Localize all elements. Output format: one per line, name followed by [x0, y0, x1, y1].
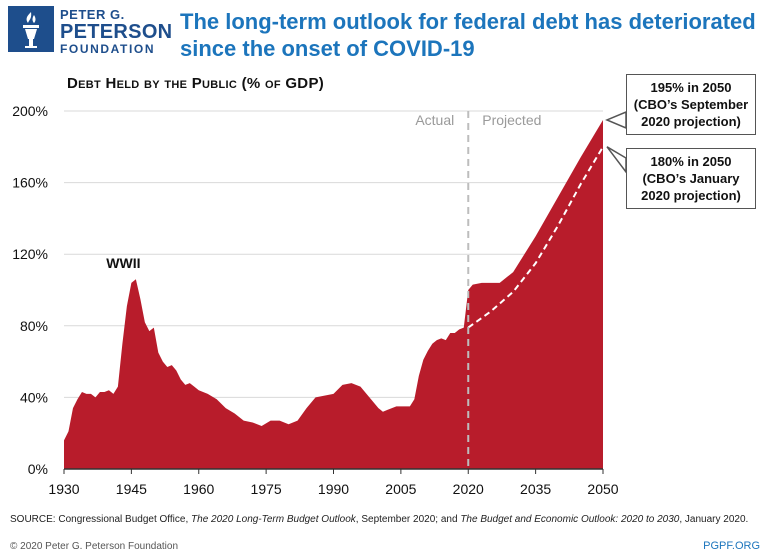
x-tick-label: 1945 [116, 481, 147, 497]
y-tick-label: 40% [20, 389, 48, 405]
x-tick-label: 2035 [520, 481, 551, 497]
site-link[interactable]: PGPF.ORG [703, 540, 760, 552]
callout-january-line1: 180% in 2050 [650, 154, 732, 169]
y-tick-label: 80% [20, 318, 48, 334]
x-tick-label: 2050 [587, 481, 618, 497]
wwii-annotation: WWII [106, 255, 140, 271]
source-note: SOURCE: Congressional Budget Office, The… [10, 514, 760, 526]
x-tick-label: 1960 [183, 481, 214, 497]
headline: The long-term outlook for federal debt h… [180, 9, 756, 61]
x-tick-label: 1990 [318, 481, 349, 497]
copyright: © 2020 Peter G. Peterson Foundation [10, 541, 179, 552]
pgpf-logo: PETER G. PETERSON FOUNDATION [8, 6, 172, 55]
torch-logo-icon [8, 6, 54, 52]
callout-pointer-september [605, 110, 627, 130]
source-title-b: The Budget and Economic Outlook: 2020 to… [460, 514, 680, 525]
logo-wordmark: PETER G. PETERSON FOUNDATION [60, 8, 172, 55]
y-tick-label: 0% [28, 461, 48, 477]
debt-chart: Actual Projected WWII 0% 40% 80% 120% 160% 200%… [12, 103, 627, 497]
callout-september: 195% in 2050 (CBO’s September 2020 proje… [626, 74, 756, 135]
callout-pointer-january [606, 146, 627, 175]
x-tick-label: 1930 [48, 481, 79, 497]
source-text-c: , January 2020. [679, 514, 749, 525]
y-tick-label: 120% [12, 246, 48, 262]
series-area-september-2020 [64, 119, 603, 469]
callout-september-line1: 195% in 2050 [650, 80, 732, 95]
series-line-january-2020 [467, 146, 604, 329]
projected-label: Projected [482, 112, 541, 128]
x-tick-label: 1975 [251, 481, 282, 497]
logo-line-1: PETER G. [60, 7, 125, 22]
logo-line-2: PETERSON [60, 21, 173, 43]
logo-line-3: FOUNDATION [60, 42, 156, 56]
callout-january: 180% in 2050 (CBO’s January 2020 project… [626, 148, 756, 209]
callout-january-line3: 2020 projection) [641, 188, 741, 203]
callout-september-line3: 2020 projection) [641, 114, 741, 129]
callout-september-line2: (CBO’s September [633, 97, 749, 112]
source-label: SOURCE: [10, 514, 56, 525]
source-title-a: The 2020 Long-Term Budget Outlook [191, 514, 356, 525]
callout-january-line2: (CBO’s January [642, 171, 740, 186]
y-tick-label: 200% [12, 103, 48, 119]
y-tick-label: 160% [12, 175, 48, 191]
x-tick-label: 2005 [385, 481, 416, 497]
x-tick-label: 2020 [453, 481, 484, 497]
source-text-b: , September 2020; and [355, 514, 458, 525]
source-text-a: Congressional Budget Office, [58, 514, 189, 525]
actual-label: Actual [415, 112, 454, 128]
chart-title: Debt Held by the Public (% of GDP) [67, 75, 325, 92]
